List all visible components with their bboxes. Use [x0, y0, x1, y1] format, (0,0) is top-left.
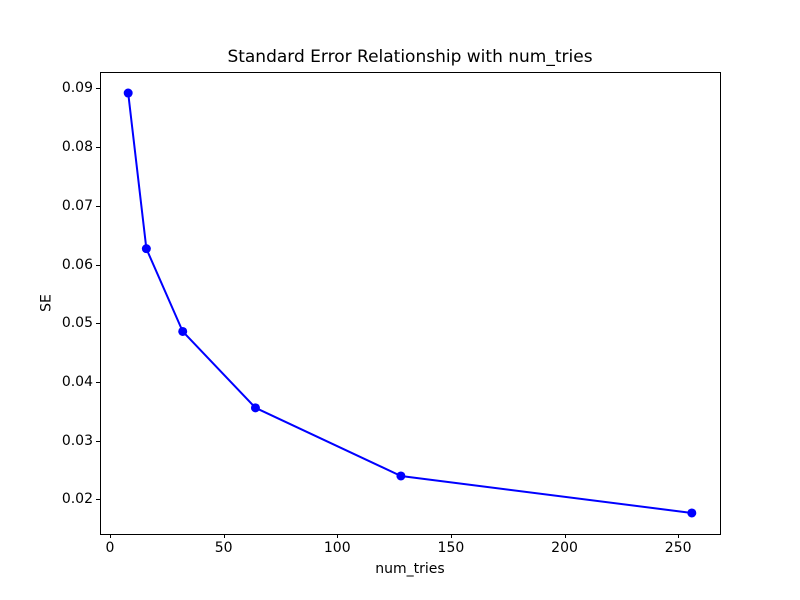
data-point: [123, 88, 133, 98]
x-tick-label: 250: [664, 540, 692, 556]
data-line: [127, 92, 692, 514]
data-point: [178, 326, 188, 336]
x-tick-label: 100: [323, 540, 351, 556]
data-point: [396, 471, 406, 481]
y-tick-label: 0.07: [61, 197, 93, 214]
data-point: [250, 403, 260, 413]
x-axis-label: num_tries: [375, 561, 445, 577]
x-tick-label: 150: [437, 540, 465, 556]
data-point: [141, 244, 151, 254]
y-tick-label: 0.03: [61, 432, 93, 449]
y-tick-label: 0.04: [61, 373, 93, 390]
data-point: [687, 508, 697, 518]
y-tick-label: 0.05: [61, 315, 93, 332]
y-axis-label: SE: [38, 294, 55, 312]
y-tick-label: 0.08: [61, 139, 93, 156]
axes-frame: [100, 72, 721, 535]
chart-title: Standard Error Relationship with num_tri…: [227, 47, 593, 67]
x-tick-label: 50: [214, 540, 233, 556]
x-tick-label: 200: [551, 540, 578, 556]
x-tick-label: 0: [105, 540, 115, 556]
y-tick-label: 0.09: [61, 80, 93, 97]
y-tick-label: 0.02: [61, 491, 93, 508]
y-tick-label: 0.06: [61, 256, 93, 273]
